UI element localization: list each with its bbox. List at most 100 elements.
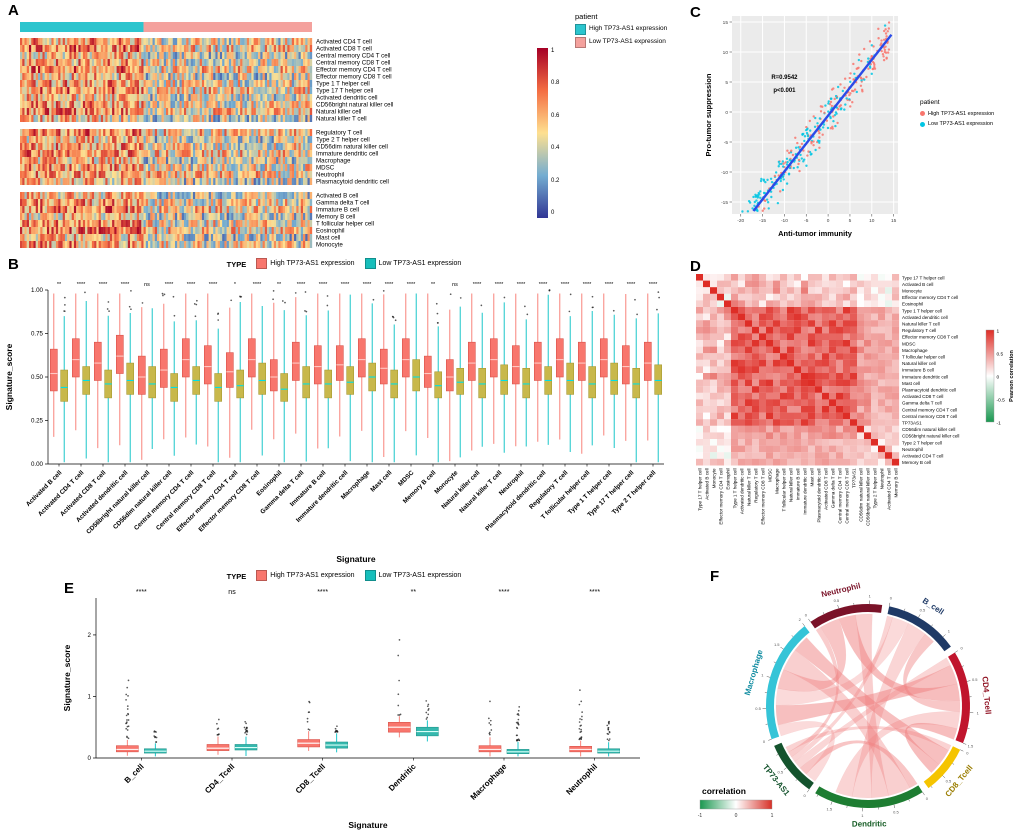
legend-item-high-expression: High TP73-AS1 expression [920,110,994,118]
svg-text:Neutrophil: Neutrophil [316,172,344,179]
svg-text:Signature: Signature [336,554,375,564]
svg-text:****: **** [583,282,592,288]
svg-text:Regulatory T cell: Regulatory T cell [316,130,362,137]
legend-item-high-expression: High TP73-AS1 expression [575,23,668,35]
svg-text:0: 0 [827,218,830,224]
svg-text:Type 1 T helper cell: Type 1 T helper cell [316,81,370,88]
svg-text:10: 10 [723,50,729,56]
scatter-patient-legend: patient High TP73-AS1 expression Low TP7… [920,98,994,130]
svg-text:****: **** [253,282,262,288]
colorbar-gradient [537,48,548,218]
svg-text:Activated B cell: Activated B cell [25,469,64,508]
correlation-legend: correlation-1 0 1 [698,786,774,819]
svg-text:Activated B cell: Activated B cell [316,193,358,200]
svg-text:****: **** [341,282,350,288]
scatter-legend-title: patient [920,99,940,106]
legend-item-low-expression: Low TP73-AS1 expression [364,570,462,581]
svg-text:-20: -20 [737,218,744,224]
panel-f: F 0 0.5 1 B_cell 0 0.5 1 1.5 CD4_Tcell 0 0.5 CD8_Tc… [688,566,1020,838]
panel-d: D Type 17 T helper cell Activated B cell M… [688,256,1020,568]
colorbar-tick: 0.6 [551,112,560,119]
svg-text:15: 15 [891,218,897,224]
svg-text:**: ** [277,282,282,288]
svg-text:Mast cell: Mast cell [316,235,340,242]
svg-text:****: **** [77,282,86,288]
low-expression-label: Low TP73-AS1 expression [928,121,994,127]
svg-text:****: **** [385,282,394,288]
low-expression-label: Low TP73-AS1 expression [378,572,462,579]
svg-text:****: **** [319,282,328,288]
svg-text:****: **** [407,282,416,288]
svg-text:1.00: 1.00 [31,287,44,294]
low-expression-label: Low TP73-AS1 expression [589,38,666,46]
svg-text:**: ** [431,282,436,288]
panel-e: E TYPE High TP73-AS1 expression Low TP73… [0,568,688,838]
svg-text:Central memory CD4 T cell: Central memory CD4 T cell [316,53,390,60]
type-legend-title: TYPE [226,572,247,581]
panel-c: C R=0.9542 p<0.001 -20 -15 -10 -5 0 5 10 15 -15 -10… [688,0,1020,256]
p-value-annotation: p<0.001 [773,88,796,94]
svg-text:Type 2 T helper cell: Type 2 T helper cell [611,469,658,516]
svg-text:****: **** [495,282,504,288]
high-expression-label: High TP73-AS1 expression [270,572,355,579]
chord-ribbons [775,613,961,799]
panel-a-label: A [8,2,19,19]
colorbar-tick: 0.2 [551,177,560,184]
svg-text:Type 17 T helper cell: Type 17 T helper cell [316,88,373,95]
panel-e-label: E [64,580,75,597]
svg-text:Immature B cell: Immature B cell [316,207,359,214]
svg-text:****: **** [649,282,658,288]
svg-text:****: **** [99,282,108,288]
legend-item-low-expression: Low TP73-AS1 expression [920,120,994,128]
signature-boxplot-chart: 0.000.250.500.751.00**Activated B cell**… [4,282,664,564]
high-expression-dot [920,111,925,117]
svg-text:****: **** [187,282,196,288]
high-expression-swatch [256,570,268,581]
correlation-matrix-cells [696,274,900,466]
panel-d-label: D [690,258,701,275]
high-expression-swatch [256,258,268,269]
svg-text:****: **** [363,282,372,288]
panel-b: B TYPE High TP73-AS1 expression Low TP73… [0,256,688,568]
high-expression-swatch [575,23,586,35]
legend-item-high-expression: High TP73-AS1 expression [256,258,355,269]
high-expression-label: High TP73-AS1 expression [270,260,355,267]
r-value-annotation: R=0.9542 [771,75,798,81]
svg-text:Eosinophil: Eosinophil [316,228,345,235]
svg-text:-10: -10 [721,170,728,176]
boxplot-b: 0.000.250.500.751.00**Activated B cell**… [4,282,664,564]
svg-text:Anti-tumor immunity: Anti-tumor immunity [778,229,853,238]
low-expression-label: Low TP73-AS1 expression [378,260,462,267]
svg-text:****: **** [605,282,614,288]
svg-text:MDSC: MDSC [316,165,335,172]
svg-text:Pro-tumor suppression: Pro-tumor suppression [704,73,713,156]
svg-text:Plasmacytoid dendritic cell: Plasmacytoid dendritic cell [316,179,389,186]
svg-text:Mast cell: Mast cell [369,469,393,493]
svg-text:**: ** [57,282,62,288]
patient-legend: patient High TP73-AS1 expression Low TP7… [575,12,667,50]
boxplot-e: 012****B_cellnsCD4_Tcell****CD8_Tcell**D… [62,589,640,830]
panel-a: A Activated CD4 T cell Activated CD8 T ce… [0,0,688,256]
regression-line [752,33,893,212]
legend-item-low-expression: Low TP73-AS1 expression [575,36,667,48]
svg-text:Central memory CD8 T cell: Central memory CD8 T cell [316,60,390,67]
svg-text:10: 10 [869,218,875,224]
svg-text:-10: -10 [781,218,788,224]
svg-text:5: 5 [849,218,852,224]
svg-text:Natural killer cell: Natural killer cell [440,469,481,510]
colorbar-tick: 0.4 [551,145,560,152]
svg-text:-5: -5 [804,218,809,224]
low-expression-dot [920,121,925,127]
svg-text:Activated CD4 T cell: Activated CD4 T cell [316,39,372,46]
legend-item-low-expression: Low TP73-AS1 expression [364,258,462,269]
panel-f-label: F [710,568,720,585]
high-expression-label: High TP73-AS1 expression [589,25,668,33]
svg-text:Immature dendritic cell: Immature dendritic cell [316,151,378,158]
svg-text:-15: -15 [759,218,766,224]
svg-text:Activated dendritic cell: Activated dendritic cell [316,95,378,102]
